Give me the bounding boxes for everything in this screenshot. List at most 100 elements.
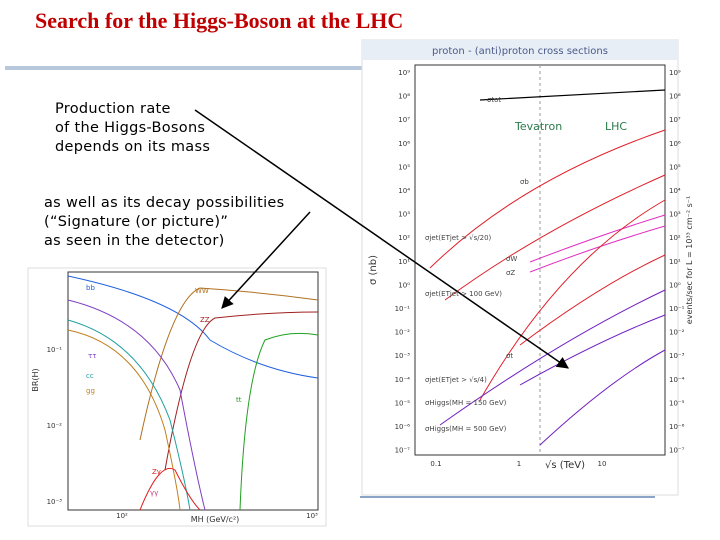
y-tick-label: 10³ [398, 211, 410, 219]
body-text: as well as its decay possibilities [44, 195, 285, 211]
curve [67, 275, 319, 379]
y-tick-label: 10² [398, 234, 410, 242]
y2-tick-label: 10⁻⁷ [669, 447, 685, 455]
arrow [221, 211, 311, 309]
y-tick-label: 10⁻³ [395, 352, 411, 360]
curve [67, 299, 206, 511]
curve-label: σZ [506, 269, 515, 277]
y-tick-label: 10⁴ [398, 187, 410, 195]
y2-tick-label: 10⁵ [669, 163, 681, 171]
curve-label: σb [520, 178, 529, 186]
plot-frame [67, 271, 319, 511]
curve [479, 199, 666, 401]
curve-label: σW [506, 255, 517, 263]
curve-label: σtot [487, 96, 501, 104]
curve-label: σt [506, 352, 513, 360]
y-tick-label: 10⁶ [398, 140, 410, 148]
curve [139, 287, 319, 441]
y-tick-label: 10⁹ [398, 69, 410, 77]
curve-label: γγ [150, 489, 158, 497]
curve [519, 254, 666, 346]
machine-label: LHC [605, 120, 627, 133]
y2-tick-label: 10⁻² [669, 329, 685, 337]
x-tick-label: 1 [517, 460, 521, 468]
y-tick-label: 10⁻¹ [47, 346, 63, 354]
y-tick-label: 10⁻⁴ [395, 376, 411, 384]
y2-tick-label: 10⁻⁶ [669, 423, 685, 431]
y2-tick-label: 10⁻⁴ [669, 376, 685, 384]
curve-label: Zγ [152, 468, 161, 476]
curve [444, 174, 666, 301]
branching-figure [27, 267, 327, 527]
curve [529, 225, 666, 273]
body-text: of the Higgs-Bosons [55, 120, 205, 136]
y2-axis-label: events/sec for L = 10³³ cm⁻² s⁻¹ [685, 196, 694, 324]
body-text: as seen in the detector) [44, 233, 225, 249]
y-tick-label: 10⁻⁶ [395, 423, 411, 431]
curve-label: σjet(ETjet > √s/4) [425, 376, 487, 384]
x-tick-label: 10 [598, 460, 607, 468]
y2-tick-label: 10³ [669, 211, 681, 219]
curve [529, 214, 666, 263]
y2-tick-label: 10⁻³ [669, 352, 685, 360]
x-axis-label: √s (TeV) [545, 460, 585, 471]
curve-label: σjet(ETjet > 100 GeV) [425, 290, 502, 298]
figure-frame [27, 267, 327, 527]
y-tick-label: 10⁵ [398, 163, 410, 171]
x-tick-label: 10³ [306, 512, 318, 520]
y2-tick-label: 10⁷ [669, 116, 681, 124]
curve [139, 468, 201, 511]
body-text: (“Signature (or picture)” [44, 214, 228, 230]
machine-label: Tevatron [514, 120, 562, 133]
curve-label: WW [195, 287, 209, 295]
curve [239, 332, 319, 511]
x-axis-label: MH (GeV/c²) [191, 515, 240, 524]
curve-label: cc [86, 372, 94, 380]
y2-tick-label: 10⁻⁵ [669, 399, 685, 407]
x-tick-label: 10² [116, 512, 128, 520]
curve [164, 311, 319, 471]
y-tick-label: 10⁻⁵ [395, 399, 411, 407]
cross-section-figure [361, 39, 679, 496]
curve [519, 314, 666, 386]
y2-tick-label: 10⁶ [669, 140, 681, 148]
y-tick-label: 10⁻⁷ [395, 447, 411, 455]
curve [67, 319, 191, 511]
y2-tick-label: 10⁻¹ [669, 305, 685, 313]
x-tick-label: 0.1 [430, 460, 441, 468]
curve [429, 129, 666, 269]
y-tick-label: 10⁻² [395, 329, 411, 337]
y2-tick-label: 10⁴ [669, 187, 681, 195]
figure-title: proton - (anti)proton cross sections [432, 46, 608, 57]
y-axis-label: BR(H) [31, 368, 40, 391]
arrow [194, 109, 569, 369]
body-text: depends on its mass [55, 139, 210, 155]
y2-tick-label: 10⁹ [669, 69, 681, 77]
y-tick-label: 10¹ [398, 258, 410, 266]
y-tick-label: 10⁷ [398, 116, 410, 124]
body-text: Production rate [55, 101, 171, 117]
y-axis-label: σ (nb) [368, 255, 379, 285]
y2-tick-label: 10¹ [669, 258, 681, 266]
decor-bar [5, 66, 365, 70]
y2-tick-label: 10⁸ [669, 93, 681, 101]
curve [67, 329, 181, 511]
curve-label: σjet(ETjet > √s/20) [425, 234, 492, 242]
curve-label: σHiggs(MH = 500 GeV) [425, 425, 507, 433]
y2-tick-label: 10² [669, 234, 681, 242]
figure-header [362, 40, 678, 60]
y-tick-label: 10⁻³ [47, 498, 63, 506]
curve-label: ZZ [200, 316, 210, 324]
curve [539, 349, 666, 446]
curve-label: σHiggs(MH = 150 GeV) [425, 399, 507, 407]
slide-title: Search for the Higgs-Boson at the LHC [35, 8, 403, 33]
y-tick-label: 10⁸ [398, 93, 410, 101]
curve [479, 89, 666, 101]
curve-label: gg [86, 387, 95, 395]
y-tick-label: 10⁻² [47, 422, 63, 430]
curve-label: bb [86, 284, 95, 292]
y2-tick-label: 10⁰ [669, 281, 681, 289]
y-tick-label: 10⁰ [398, 281, 410, 289]
